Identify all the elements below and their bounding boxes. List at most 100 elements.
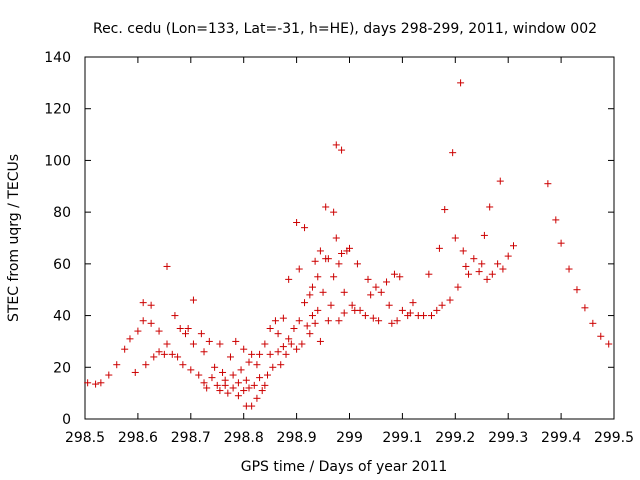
data-point: [92, 380, 100, 388]
data-point: [348, 301, 356, 309]
data-point: [200, 379, 208, 387]
data-point: [121, 345, 129, 353]
data-point: [232, 337, 240, 345]
data-point: [261, 340, 269, 348]
data-point: [248, 402, 256, 410]
data-point: [213, 381, 221, 389]
data-point: [457, 79, 465, 87]
data-point: [256, 374, 264, 382]
data-point: [565, 265, 573, 273]
data-point: [388, 319, 396, 327]
data-point: [200, 348, 208, 356]
data-point: [406, 309, 414, 317]
data-point: [306, 330, 314, 338]
data-point: [465, 270, 473, 278]
data-point: [150, 353, 158, 361]
data-point: [499, 265, 507, 273]
data-point: [475, 268, 483, 276]
x-tick-label: 298.6: [118, 430, 158, 446]
x-tick-label: 299.2: [435, 430, 475, 446]
data-point: [266, 325, 274, 332]
x-tick-label: 299: [336, 430, 363, 446]
data-point: [219, 368, 227, 376]
data-point: [240, 345, 248, 353]
data-point: [266, 350, 274, 358]
chart-title: Rec. cedu (Lon=133, Lat=-31, h=HE), days…: [93, 21, 597, 37]
data-point: [271, 317, 279, 325]
data-point: [189, 296, 197, 304]
data-point: [298, 340, 306, 348]
data-point: [211, 363, 219, 371]
data-point: [242, 376, 250, 384]
data-point: [274, 330, 282, 338]
data-point: [420, 312, 428, 320]
data-point: [205, 337, 213, 345]
data-point: [470, 255, 478, 263]
data-point: [295, 317, 303, 325]
data-point: [459, 247, 467, 255]
data-point: [234, 379, 242, 387]
data-point: [216, 340, 224, 348]
data-point: [605, 340, 613, 348]
data-point: [182, 330, 190, 338]
data-point: [237, 366, 245, 374]
data-point: [176, 325, 184, 332]
data-point: [372, 283, 380, 291]
data-point: [332, 234, 340, 242]
data-point: [377, 288, 385, 296]
data-point: [311, 319, 319, 327]
data-point: [277, 361, 285, 369]
data-point: [398, 306, 406, 314]
data-point: [597, 332, 605, 340]
data-point: [113, 361, 121, 369]
data-point: [573, 286, 581, 294]
data-point: [480, 231, 488, 239]
data-point: [356, 306, 364, 314]
data-point: [155, 327, 163, 335]
data-point: [229, 371, 237, 379]
y-tick-label: 0: [62, 412, 71, 428]
data-point: [486, 203, 494, 211]
data-point: [364, 275, 372, 283]
x-axis-label: GPS time / Days of year 2011: [241, 459, 448, 475]
data-point: [234, 392, 242, 400]
data-point: [147, 301, 155, 309]
x-tick-label: 299.4: [541, 430, 581, 446]
data-point: [483, 275, 491, 283]
data-point: [383, 278, 391, 286]
data-point: [433, 306, 441, 314]
x-tick-label: 298.8: [224, 430, 264, 446]
y-tick-label: 20: [53, 360, 71, 376]
x-tick-label: 298.9: [277, 430, 317, 446]
y-tick-label: 60: [53, 257, 71, 273]
y-axis-label: STEC from uqrg / TECUs: [6, 154, 22, 322]
data-point: [285, 335, 293, 343]
data-point: [258, 387, 266, 395]
data-point: [314, 273, 322, 281]
data-point: [139, 317, 147, 325]
data-point: [589, 319, 597, 327]
data-point: [375, 317, 383, 325]
data-point: [105, 371, 113, 379]
y-tick-label: 140: [44, 50, 71, 66]
data-point: [179, 361, 187, 369]
data-point: [155, 348, 163, 356]
data-point: [264, 371, 272, 379]
data-point: [134, 327, 142, 335]
data-point: [301, 299, 309, 307]
data-point: [245, 358, 253, 366]
data-point: [208, 374, 216, 382]
data-point: [544, 180, 552, 188]
data-point: [316, 337, 324, 345]
data-point: [160, 350, 168, 358]
data-point: [253, 361, 261, 369]
data-point: [253, 394, 261, 402]
data-point: [427, 312, 435, 320]
data-point: [250, 381, 258, 389]
x-tick-label: 299.5: [594, 430, 634, 446]
data-point: [454, 283, 462, 291]
y-tick-label: 100: [44, 153, 71, 169]
data-point: [163, 340, 171, 348]
